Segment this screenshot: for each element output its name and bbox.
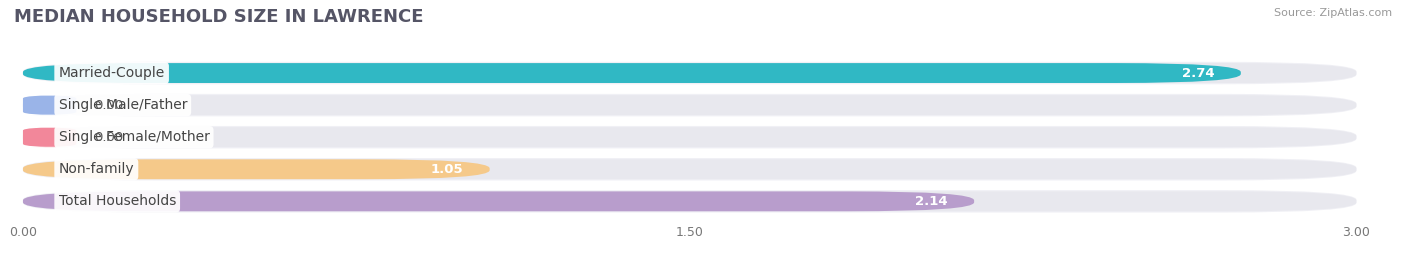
FancyBboxPatch shape bbox=[22, 192, 1357, 211]
Text: Married-Couple: Married-Couple bbox=[59, 66, 165, 80]
FancyBboxPatch shape bbox=[22, 158, 1357, 180]
Text: MEDIAN HOUSEHOLD SIZE IN LAWRENCE: MEDIAN HOUSEHOLD SIZE IN LAWRENCE bbox=[14, 8, 423, 26]
Text: 0.00: 0.00 bbox=[94, 99, 124, 112]
FancyBboxPatch shape bbox=[22, 62, 1357, 84]
FancyBboxPatch shape bbox=[22, 95, 76, 115]
FancyBboxPatch shape bbox=[22, 63, 1241, 83]
Text: 1.05: 1.05 bbox=[430, 163, 463, 176]
FancyBboxPatch shape bbox=[22, 159, 1357, 179]
Text: 0.00: 0.00 bbox=[94, 131, 124, 144]
FancyBboxPatch shape bbox=[22, 190, 1357, 213]
Text: Single Female/Mother: Single Female/Mother bbox=[59, 130, 209, 144]
FancyBboxPatch shape bbox=[22, 127, 76, 147]
Text: 2.14: 2.14 bbox=[915, 195, 948, 208]
Text: Total Households: Total Households bbox=[59, 194, 176, 208]
FancyBboxPatch shape bbox=[22, 127, 1357, 147]
Text: 2.74: 2.74 bbox=[1181, 66, 1215, 80]
Text: Source: ZipAtlas.com: Source: ZipAtlas.com bbox=[1274, 8, 1392, 18]
Text: Non-family: Non-family bbox=[59, 162, 134, 176]
Text: Single Male/Father: Single Male/Father bbox=[59, 98, 187, 112]
FancyBboxPatch shape bbox=[22, 192, 974, 211]
FancyBboxPatch shape bbox=[22, 126, 1357, 148]
FancyBboxPatch shape bbox=[22, 94, 1357, 116]
FancyBboxPatch shape bbox=[22, 63, 1357, 83]
FancyBboxPatch shape bbox=[22, 95, 1357, 115]
FancyBboxPatch shape bbox=[22, 159, 489, 179]
